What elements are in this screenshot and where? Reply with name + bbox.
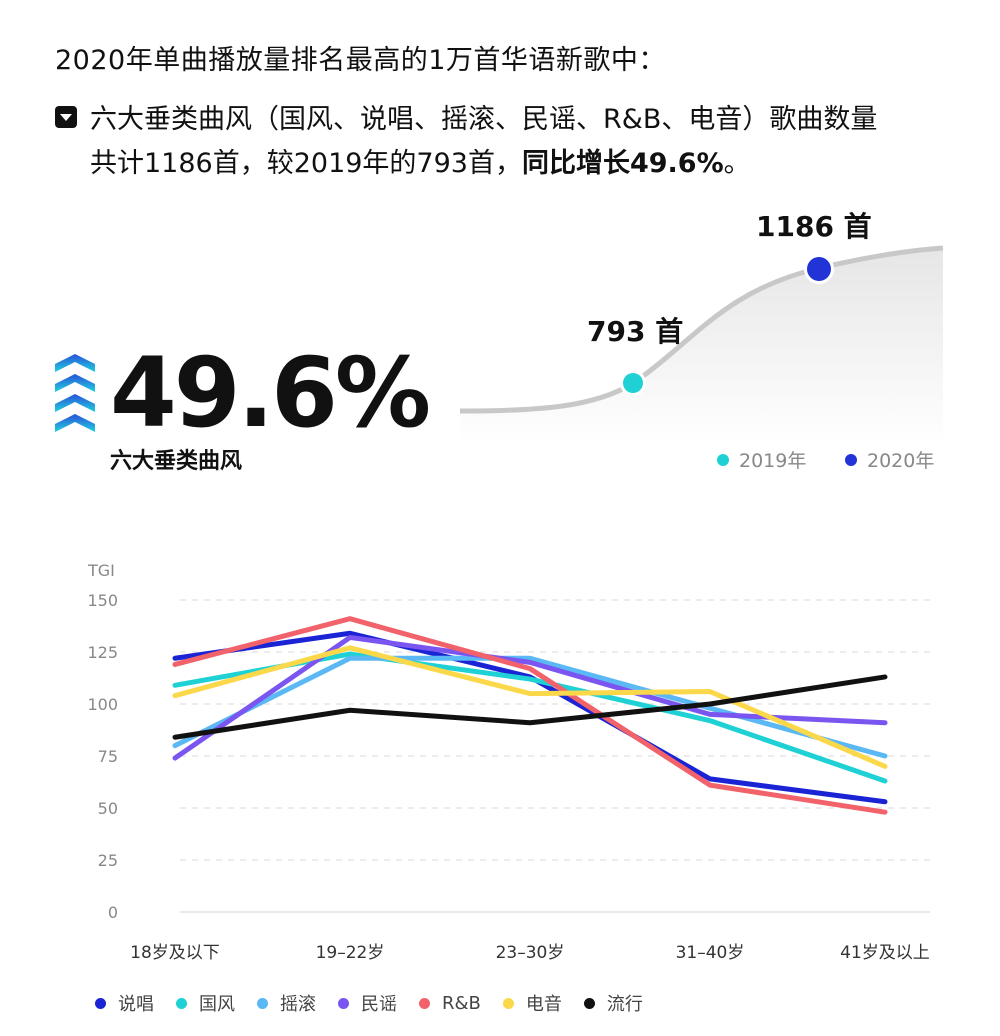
y-tick-0: 0 xyxy=(108,903,118,922)
legend-dot xyxy=(419,997,430,1009)
legend-2020-dot xyxy=(845,453,857,466)
legend-dot xyxy=(257,997,268,1009)
dropdown-bullet-icon xyxy=(55,106,77,128)
growth-curve xyxy=(459,245,944,445)
y-tick-125: 125 xyxy=(87,643,118,662)
y-tick-150: 150 xyxy=(87,591,118,610)
curve-line xyxy=(459,245,944,414)
y-tick-100: 100 xyxy=(87,695,118,714)
legend-item: 国风 xyxy=(176,990,235,1016)
series-line-R&B xyxy=(172,616,888,815)
y-tick-50: 50 xyxy=(98,799,118,818)
curve-area xyxy=(460,248,943,445)
legend-dot xyxy=(95,997,106,1009)
x-tick-label: 41岁及以上 xyxy=(840,943,930,963)
growth-label: 六大垂类曲风 xyxy=(110,449,243,474)
bullet-text: 六大垂类曲风（国风、说唱、摇滚、民谣、R&B、电音）歌曲数量 共计1186首，较… xyxy=(90,98,980,186)
legend-2019-label: 2019年 xyxy=(739,450,807,472)
legend-2019: 2019年 xyxy=(717,446,806,473)
point-2020 xyxy=(807,257,831,281)
x-tick-label: 19–22岁 xyxy=(316,943,385,963)
y-tick-25: 25 xyxy=(98,851,118,870)
value-2020-label: 1186 首 xyxy=(756,210,872,243)
bullet-line2: 共计1186首，较2019年的793首，同比增长49.6%。 xyxy=(90,142,980,186)
legend-item: R&B xyxy=(419,990,481,1016)
legend-dot xyxy=(338,997,349,1009)
value-2019-label: 793 首 xyxy=(587,315,684,348)
growth-arrows-icon xyxy=(55,354,95,432)
legend-label: 民谣 xyxy=(361,994,397,1015)
legend-dot xyxy=(176,997,187,1009)
chart-legend: 说唱 国风 摇滚 民谣 R&B 电音 流行 xyxy=(95,990,665,1016)
series-line-民谣 xyxy=(172,634,888,761)
y-axis-label: TGI xyxy=(87,561,115,580)
legend-label: R&B xyxy=(442,992,481,1014)
point-2019 xyxy=(623,373,643,393)
tgi-line-chart: TGI 0 25 50 75 100 125 150 18岁及以下 19–22岁 23–30岁 31–… xyxy=(87,561,930,963)
bullet-line2-end: 。 xyxy=(723,148,751,179)
series-line-电音 xyxy=(172,645,888,769)
legend-label: 流行 xyxy=(606,994,643,1015)
legend-label: 电音 xyxy=(525,994,562,1015)
heading: 2020年单曲播放量排名最高的1万首华语新歌中： xyxy=(55,45,666,76)
legend-item: 摇滚 xyxy=(257,990,316,1016)
legend-item: 民谣 xyxy=(338,990,397,1016)
legend-dot xyxy=(502,997,514,1009)
legend-item: 流行 xyxy=(583,990,643,1016)
bullet-line1: 六大垂类曲风（国风、说唱、摇滚、民谣、R&B、电音）歌曲数量 xyxy=(90,104,878,135)
growth-percentage: 49.6% xyxy=(110,337,431,449)
legend-label: 说唱 xyxy=(118,994,154,1015)
legend-label: 摇滚 xyxy=(280,994,316,1015)
x-tick-label: 31–40岁 xyxy=(676,943,745,963)
series-line-摇滚 xyxy=(172,655,888,759)
x-tick-label: 18岁及以下 xyxy=(130,943,220,963)
legend-dot xyxy=(583,997,595,1009)
bullet-line2-bold: 同比增长49.6% xyxy=(521,148,724,179)
legend-2019-dot xyxy=(717,453,729,466)
bullet-line2-normal: 共计1186首，较2019年的793首， xyxy=(90,148,522,179)
legend-item: 说唱 xyxy=(95,990,154,1016)
legend-2020-label: 2020年 xyxy=(867,450,935,472)
y-tick-75: 75 xyxy=(98,747,118,766)
legend-item: 电音 xyxy=(502,990,562,1016)
legend-2020: 2020年 xyxy=(845,446,934,473)
legend-label: 国风 xyxy=(199,994,235,1015)
x-tick-label: 23–30岁 xyxy=(496,943,565,963)
series-line-流行 xyxy=(172,674,888,740)
